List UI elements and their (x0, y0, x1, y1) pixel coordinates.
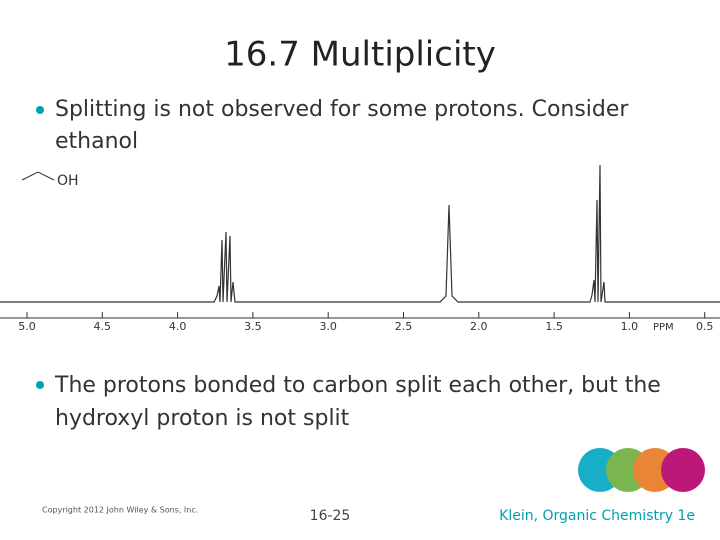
axis-tick-label: 3.5 (244, 320, 262, 333)
axis-tick-label: 0.5 (696, 320, 714, 333)
axis-tick-label: 4.0 (169, 320, 187, 333)
axis-tick-label: 3.0 (319, 320, 337, 333)
bullet-line: hydroxyl proton is not split (55, 406, 350, 431)
axis-tick-label: 1.0 (621, 320, 639, 333)
logo-circles (578, 448, 705, 492)
molecule-label: OH (57, 173, 79, 189)
source: Klein, Organic Chemistry 1e (499, 508, 695, 524)
title: 16.7 Multiplicity (224, 35, 496, 75)
axis-tick-label: 5.0 (18, 320, 36, 333)
bullet-dot (36, 381, 44, 389)
molecule: OH (21, 171, 79, 189)
bullet-line: The protons bonded to carbon split each … (54, 373, 661, 398)
spectrum (0, 164, 720, 303)
page-number: 16-25 (310, 508, 351, 524)
copyright: Copyright 2012 John Wiley & Sons, Inc. (42, 506, 198, 515)
axis-tick-label: 1.5 (545, 320, 563, 333)
axis-tick-label: 4.5 (94, 320, 112, 333)
axis-tick-label: 2.0 (470, 320, 488, 333)
axis-ticks: 5.0 4.5 4.0 3.5 3.0 2.5 2.0 1.5 1.0 0.5 (18, 312, 713, 333)
axis-unit: PPM (653, 322, 674, 333)
axis-tick-label: 2.5 (395, 320, 413, 333)
bullet-line: ethanol (55, 129, 138, 154)
bullet-line: Splitting is not observed for some proto… (55, 97, 629, 122)
bullet-dot (36, 106, 44, 114)
